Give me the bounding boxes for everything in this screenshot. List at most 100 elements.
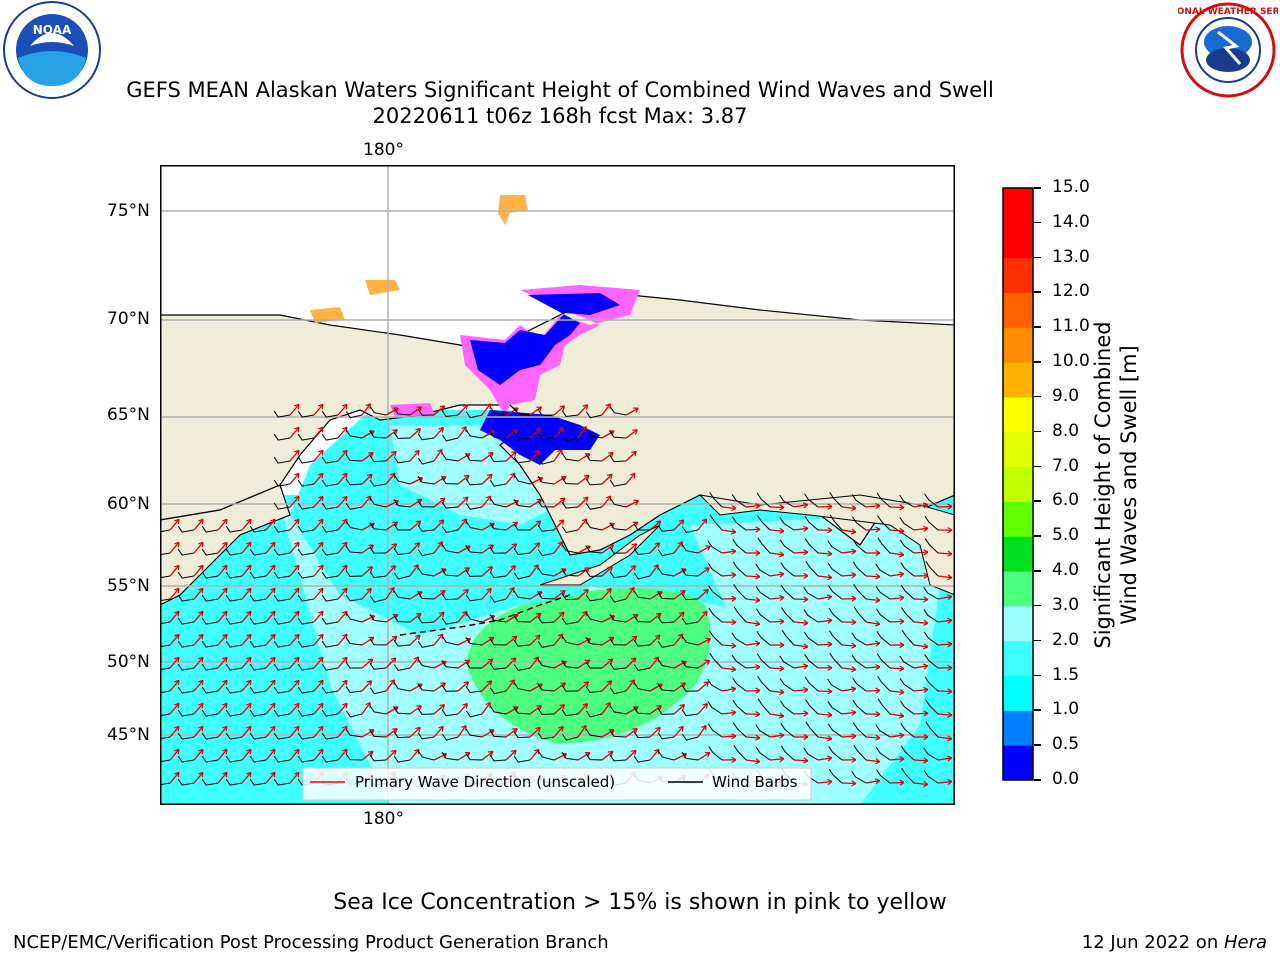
wind-barb — [201, 663, 219, 671]
aleutian-islands — [399, 594, 571, 636]
wind-barb — [273, 456, 291, 464]
wave-arrow-head — [899, 551, 905, 558]
wind-barb — [441, 544, 459, 554]
wind-barb — [901, 607, 915, 623]
wind-barb — [779, 539, 795, 554]
wind-barb — [249, 663, 267, 671]
nws-logo: NATIONAL WEATHER SERVICE — [1178, 2, 1278, 98]
wave-direction-arrow — [217, 679, 228, 692]
wind-barb — [321, 686, 339, 694]
wave-arrow-head — [630, 657, 637, 663]
wave-arrow-head — [755, 640, 761, 647]
wave-direction-arrow — [625, 500, 639, 508]
wave-direction-arrow — [889, 734, 904, 738]
wind-barb — [827, 562, 843, 577]
wave-direction-arrow — [913, 527, 928, 531]
wave-direction-arrow — [169, 748, 180, 761]
wave-arrow-head — [803, 549, 809, 556]
wind-barb — [609, 662, 627, 670]
wave-direction-arrow — [769, 667, 785, 670]
lon-tick-top: 180° — [363, 140, 404, 160]
wave-direction-arrow — [577, 610, 588, 623]
wave-arrow-head — [368, 544, 375, 550]
wave-arrow-head — [607, 473, 613, 480]
wind-barb — [225, 755, 243, 763]
wave-direction-arrow — [289, 449, 300, 462]
wind-barb — [345, 411, 363, 419]
wave-arrow-head — [246, 702, 252, 709]
colorbar-segment — [1003, 431, 1033, 468]
wave-arrow-head — [536, 705, 542, 711]
wave-direction-arrow — [361, 430, 375, 439]
wave-arrow-head — [294, 610, 300, 617]
wind-barb — [923, 631, 939, 646]
wave-direction-arrow — [337, 541, 348, 554]
wave-arrow-head — [584, 567, 590, 573]
wave-arrow-head — [198, 564, 204, 571]
wind-barb — [393, 664, 411, 672]
wave-direction-arrow — [649, 542, 661, 554]
wave-arrow-head — [488, 451, 494, 458]
wind-barb — [513, 523, 530, 531]
wind-barb — [899, 655, 915, 669]
colorbar — [1002, 187, 1034, 781]
wind-barb — [369, 595, 387, 603]
wind-barb — [829, 514, 843, 531]
wave-direction-arrow — [529, 705, 542, 715]
wind-barb — [657, 732, 675, 740]
wind-barb — [201, 594, 219, 602]
wave-direction-arrow — [937, 552, 953, 555]
wave-arrow-head — [630, 565, 636, 571]
wave-arrow-head — [923, 619, 929, 626]
wind-barb — [901, 629, 915, 646]
wind-barb — [489, 546, 507, 554]
wind-barb — [609, 754, 627, 762]
wind-barb — [657, 708, 675, 715]
wave-direction-arrow — [217, 564, 228, 577]
wave-arrow-head — [318, 610, 324, 617]
wave-arrow-head — [677, 541, 684, 547]
wave-direction-arrow — [553, 611, 565, 623]
wave-arrow-head — [803, 757, 809, 764]
wind-barb — [417, 708, 435, 715]
wave-arrow-head — [437, 448, 443, 455]
wave-arrow-head — [923, 757, 929, 764]
wave-arrow-head — [779, 527, 785, 534]
wave-direction-arrow — [361, 729, 375, 738]
wind-barb — [441, 452, 459, 462]
wind-barb — [609, 430, 627, 439]
wave-direction-arrow — [457, 681, 469, 692]
wind-barb — [681, 733, 699, 741]
wind-barb — [828, 607, 843, 623]
wind-barb — [877, 676, 891, 692]
wave-direction-arrow — [289, 610, 300, 623]
wind-barb — [489, 705, 507, 715]
wave-arrow-head — [367, 658, 374, 664]
wave-direction-arrow — [337, 518, 348, 531]
wave-direction-arrow — [601, 615, 615, 623]
wave-arrow-head — [294, 771, 300, 778]
wind-barb — [609, 705, 627, 715]
colorbar-tick — [1034, 535, 1041, 537]
wave-direction-arrow — [625, 614, 639, 623]
wave-arrow-head — [701, 518, 708, 525]
wind-barb — [345, 570, 363, 577]
wave-direction-arrow — [337, 426, 348, 439]
wave-arrow-head — [342, 702, 348, 709]
wave-direction-arrow — [193, 656, 204, 669]
wave-arrow-head — [270, 748, 276, 755]
wave-arrow-head — [582, 496, 589, 503]
wave-direction-arrow — [385, 614, 399, 623]
wave-arrow-head — [342, 725, 348, 732]
wind-barb — [273, 479, 291, 487]
wind-barb — [585, 728, 603, 738]
wind-barb — [321, 663, 339, 671]
wind-barb — [160, 552, 171, 556]
wind-barb — [707, 540, 723, 554]
wave-arrow-head — [368, 451, 374, 458]
wave-arrow-head — [294, 564, 300, 571]
wave-direction-arrow — [529, 612, 542, 623]
lat-tick: 65°N — [107, 405, 150, 425]
wave-direction-arrow — [649, 591, 663, 600]
wave-arrow-head — [415, 520, 422, 526]
